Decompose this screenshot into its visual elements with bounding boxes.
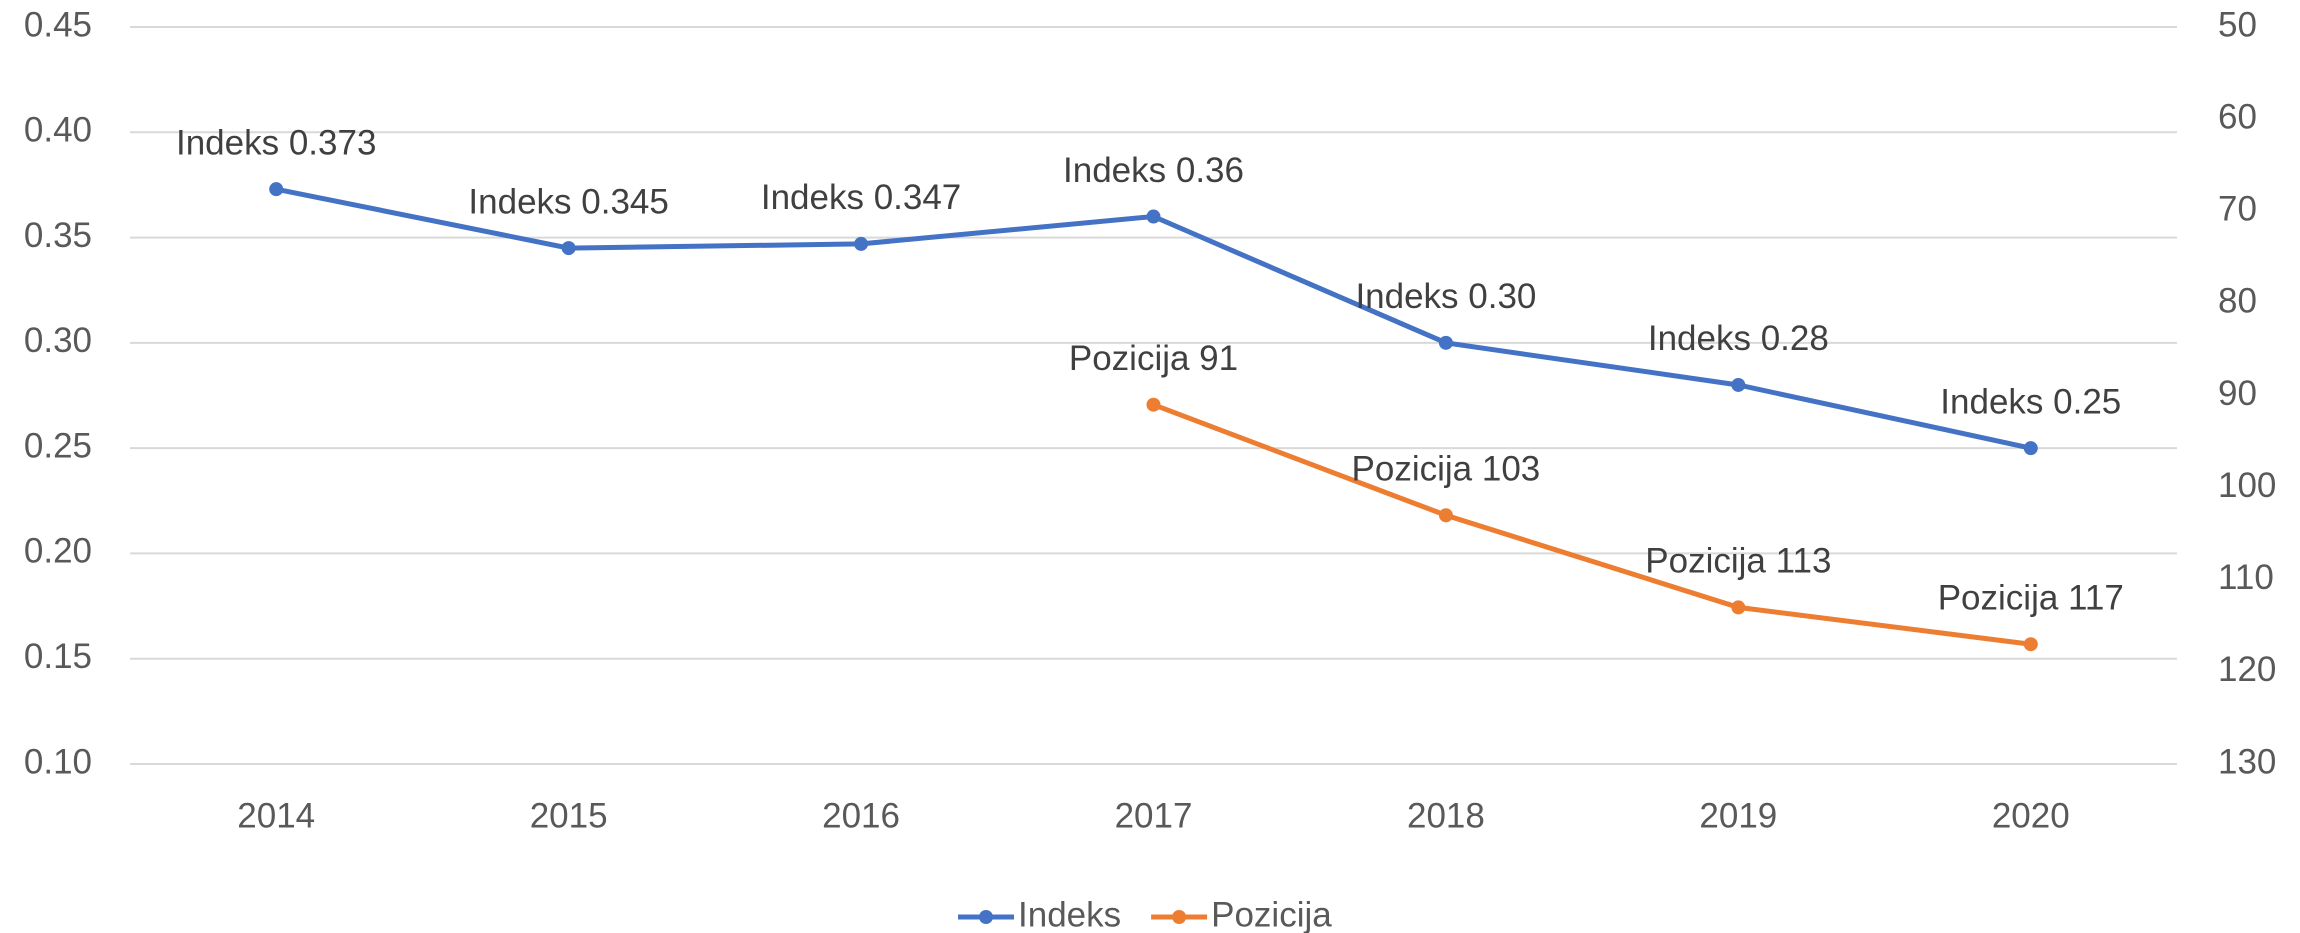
data-label: Indeks 0.347 (761, 178, 961, 217)
y-tick-label: 0.40 (24, 111, 92, 150)
data-label: Indeks 0.36 (1063, 151, 1244, 190)
data-label: Pozicija 113 (1645, 542, 1831, 581)
x-tick-label: 2014 (237, 796, 315, 835)
point-marker (1731, 600, 1746, 615)
y2-tick-label: 90 (2218, 374, 2257, 413)
legend-marker (1172, 910, 1187, 924)
y-tick-label: 0.30 (24, 321, 92, 360)
data-label: Indeks 0.25 (1940, 382, 2121, 421)
x-tick-label: 2020 (1992, 796, 2070, 835)
y-tick-label: 0.15 (24, 637, 92, 676)
y2-tick-label: 60 (2218, 97, 2257, 136)
y2-tick-label: 100 (2218, 466, 2276, 505)
x-tick-label: 2017 (1115, 796, 1193, 835)
data-label: Indeks 0.373 (176, 123, 376, 162)
data-label: Pozicija 117 (1938, 578, 2124, 617)
legend-label: Indeks (1018, 895, 1121, 933)
y2-tick-label: 80 (2218, 282, 2257, 321)
point-marker (1438, 508, 1453, 523)
y-tick-label: 0.25 (24, 426, 92, 465)
y2-tick-label: 50 (2218, 5, 2257, 44)
x-tick-label: 2018 (1407, 796, 1485, 835)
point-marker (2023, 637, 2038, 652)
point-marker (1438, 335, 1453, 350)
y2-tick-label: 130 (2218, 742, 2276, 781)
y2-tick-label: 120 (2218, 650, 2276, 689)
y-tick-label: 0.45 (24, 5, 92, 44)
y2-tick-label: 110 (2218, 558, 2274, 597)
point-marker (269, 182, 284, 197)
data-label: Pozicija 91 (1069, 339, 1238, 378)
series-line (1152, 402, 2032, 647)
point-marker (2023, 441, 2038, 456)
point-marker (1731, 377, 1746, 392)
legend-label: Pozicija (1211, 895, 1332, 933)
data-label: Indeks 0.345 (468, 182, 668, 221)
point-marker (1146, 397, 1161, 412)
data-label: Indeks 0.28 (1648, 319, 1829, 358)
point-marker (1146, 209, 1161, 224)
x-tick-label: 2019 (1699, 796, 1777, 835)
x-tick-label: 2016 (822, 796, 900, 835)
point-marker (854, 236, 869, 251)
point-marker (561, 241, 576, 256)
x-tick-label: 2015 (530, 796, 608, 835)
data-label: Pozicija 103 (1352, 450, 1541, 489)
y2-tick-label: 70 (2218, 190, 2257, 229)
legend-marker (979, 910, 993, 924)
y-tick-label: 0.10 (24, 742, 92, 781)
y-tick-label: 0.20 (24, 532, 92, 571)
data-label: Indeks 0.30 (1355, 277, 1536, 316)
y-tick-label: 0.35 (24, 216, 92, 255)
